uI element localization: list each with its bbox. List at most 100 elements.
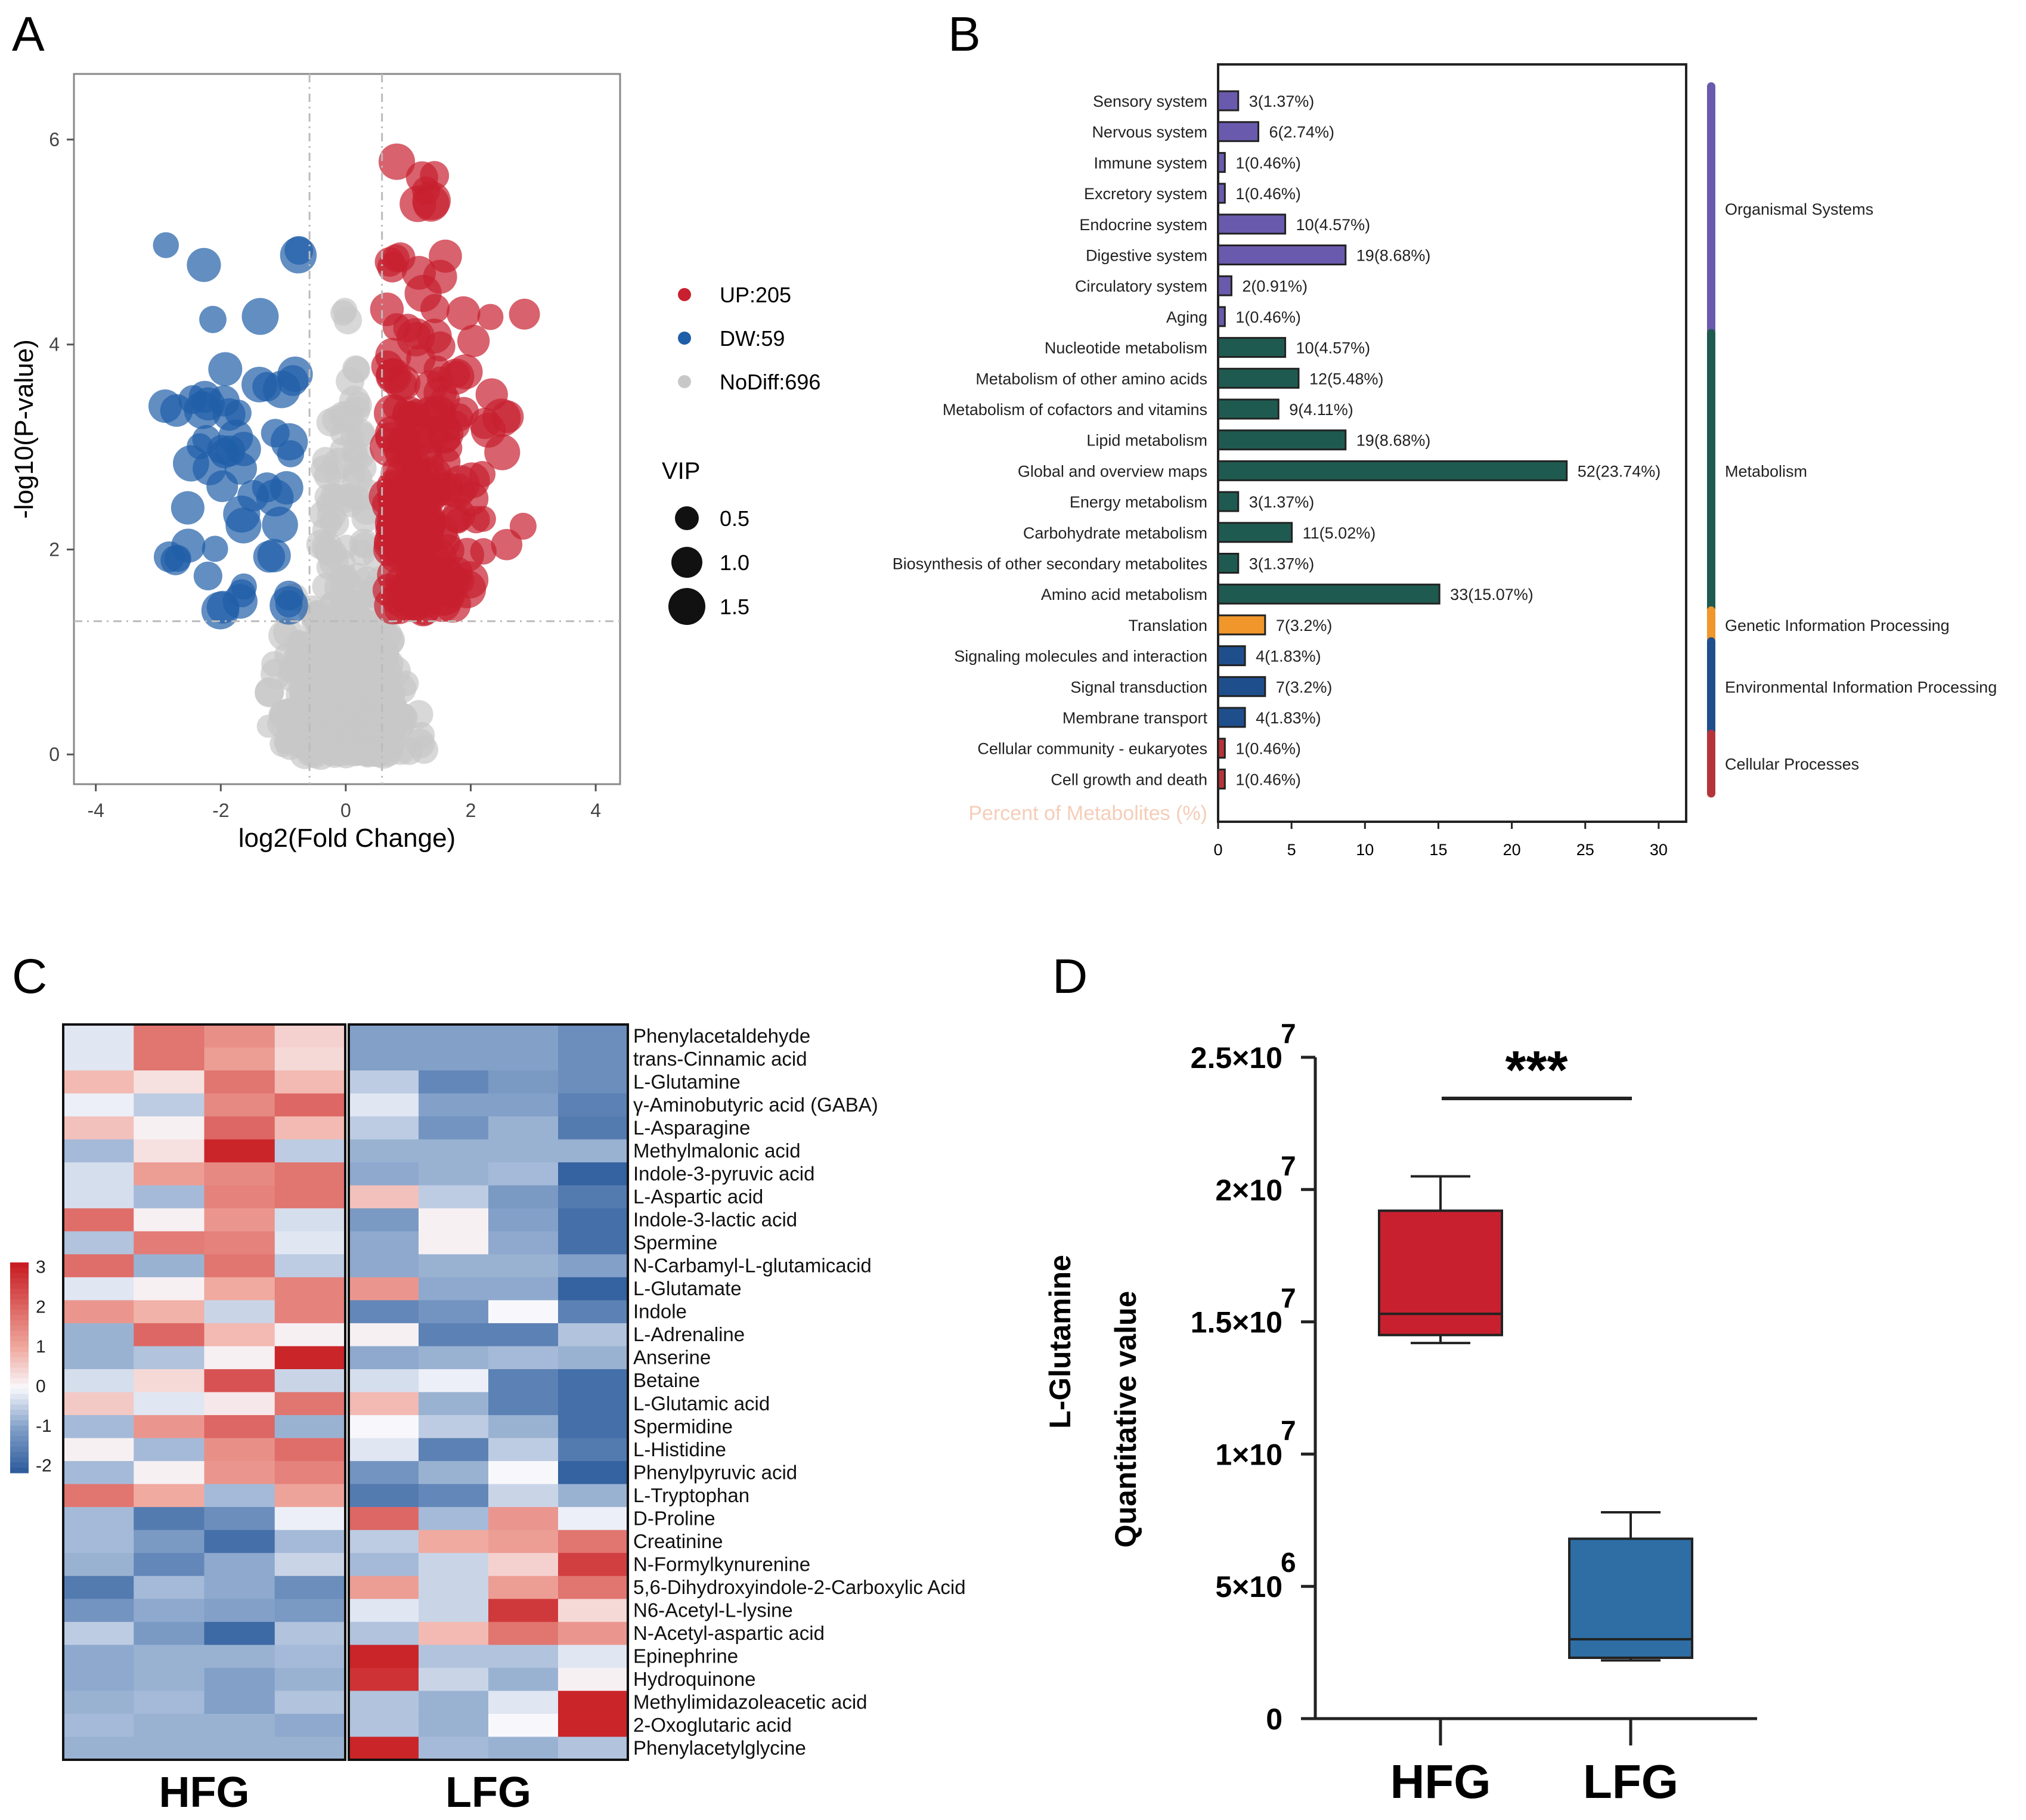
legend-label: DW:59 xyxy=(720,326,785,351)
category-label: Cellular community - eukaryotes xyxy=(977,740,1207,758)
colorbar-segment xyxy=(10,1414,29,1421)
heatmap-cell xyxy=(488,1392,559,1416)
heatmap-cell xyxy=(204,1621,275,1645)
data-point xyxy=(171,528,206,563)
bar xyxy=(1217,367,1300,389)
bar xyxy=(1217,460,1568,481)
colorbar-segment xyxy=(10,1262,29,1268)
data-point xyxy=(346,590,372,617)
category-label: Metabolism of other amino acids xyxy=(975,370,1207,388)
heatmap-cell xyxy=(558,1346,628,1370)
category-label: Excretory system xyxy=(1084,185,1207,203)
heatmap-cell xyxy=(349,1599,419,1623)
colorbar-segment xyxy=(10,1299,29,1305)
bar-value-label: 1(0.46%) xyxy=(1235,154,1301,172)
heatmap-cell xyxy=(63,1691,134,1714)
bar-value-label: 19(8.68%) xyxy=(1356,432,1431,450)
row-label: Spermidine xyxy=(633,1415,733,1437)
x-tick-label: 20 xyxy=(1503,841,1521,859)
heatmap-cell xyxy=(488,1070,559,1094)
colorbar-segment xyxy=(10,1394,29,1400)
heatmap-cell xyxy=(349,1530,419,1553)
data-point xyxy=(148,389,182,423)
bar-value-label: 3(1.37%) xyxy=(1249,493,1315,511)
heatmap-cell xyxy=(63,1024,134,1048)
heatmap-cell xyxy=(419,1576,489,1599)
heatmap-cell xyxy=(134,1576,205,1599)
size-legend-label: 1.5 xyxy=(720,595,749,619)
data-point xyxy=(332,400,364,432)
category-label: Circulatory system xyxy=(1075,277,1207,295)
y-tick-label: 5×10 xyxy=(1215,1570,1282,1604)
heatmap-cell xyxy=(274,1461,346,1485)
heatmap-cell xyxy=(63,1277,134,1301)
heatmap-cell xyxy=(274,1621,346,1645)
heatmap-cell xyxy=(419,1277,489,1301)
bar xyxy=(1217,151,1226,173)
bar-value-label: 33(15.07%) xyxy=(1450,586,1534,603)
heatmap-cell xyxy=(558,1691,628,1714)
panel-b-kegg-bar-chart: Sensory system 3(1.37%) Nervous system 6(2.… xyxy=(893,63,1997,859)
colorbar-tick-label: -1 xyxy=(36,1416,52,1436)
heatmap-cell xyxy=(134,1691,205,1714)
heatmap-cell xyxy=(558,1162,628,1186)
heatmap-cell xyxy=(488,1737,559,1760)
x-tick-label: 0 xyxy=(340,800,351,821)
heatmap-cell xyxy=(134,1667,205,1691)
data-point xyxy=(395,737,423,765)
x-axis-label: Percent of Metabolites (%) xyxy=(968,802,1207,825)
row-label: L-Aspartic acid xyxy=(633,1186,763,1208)
heatmap-cell xyxy=(558,1277,628,1301)
heatmap-cell xyxy=(63,1392,134,1416)
bar-value-label: 9(4.11%) xyxy=(1289,401,1353,419)
heatmap-cell xyxy=(419,1415,489,1439)
heatmap-cell xyxy=(349,1507,419,1531)
data-point xyxy=(342,355,370,383)
colorbar-tick-label: 3 xyxy=(36,1258,46,1277)
heatmap-cell xyxy=(204,1231,275,1255)
heatmap-cell xyxy=(204,1300,275,1324)
heatmap-cell xyxy=(488,1300,559,1324)
heatmap-cell xyxy=(488,1116,559,1140)
heatmap-cell xyxy=(488,1185,559,1209)
heatmap-cell xyxy=(419,1300,489,1324)
data-point xyxy=(275,590,303,618)
data-point xyxy=(187,247,221,282)
row-label: L-Tryptophan xyxy=(633,1484,749,1506)
colorbar-segment xyxy=(10,1399,29,1405)
heatmap-cell xyxy=(349,1346,419,1370)
heatmap-cell xyxy=(274,1415,346,1439)
heatmap-cell xyxy=(419,1024,489,1048)
heatmap-cell xyxy=(558,1415,628,1439)
heatmap-cell xyxy=(419,1139,489,1163)
heatmap-cell xyxy=(204,1530,275,1553)
bar xyxy=(1217,491,1240,512)
colorbar-segment xyxy=(10,1278,29,1284)
category-label: Endocrine system xyxy=(1079,216,1207,234)
heatmap-cell xyxy=(419,1461,489,1485)
heatmap-cell xyxy=(134,1530,205,1553)
heatmap-cell xyxy=(349,1713,419,1737)
legend-dot xyxy=(678,332,691,345)
heatmap-cell xyxy=(349,1553,419,1577)
x-tick-label: 10 xyxy=(1356,841,1374,859)
heatmap-cell xyxy=(419,1208,489,1232)
bar-value-label: 10(4.57%) xyxy=(1296,216,1371,234)
y-tick-exponent: 7 xyxy=(1281,1150,1296,1181)
data-point xyxy=(335,483,360,507)
heatmap-cell xyxy=(134,1116,205,1140)
heatmap-cell xyxy=(63,1346,134,1370)
heatmap-cell xyxy=(488,1438,559,1462)
data-point xyxy=(187,433,213,460)
heatmap-cell xyxy=(274,1369,346,1392)
heatmap-cell xyxy=(419,1484,489,1508)
heatmap-cell xyxy=(134,1369,205,1392)
data-point xyxy=(269,731,296,757)
y-axis-label-line2: Quantitative value xyxy=(1109,1291,1142,1548)
bar xyxy=(1217,275,1232,296)
heatmap-cell xyxy=(63,1599,134,1623)
heatmap-cell xyxy=(558,1553,628,1577)
heatmap-cell xyxy=(274,1093,346,1117)
heatmap-cell xyxy=(349,1691,419,1714)
colorbar-segment xyxy=(10,1451,29,1458)
